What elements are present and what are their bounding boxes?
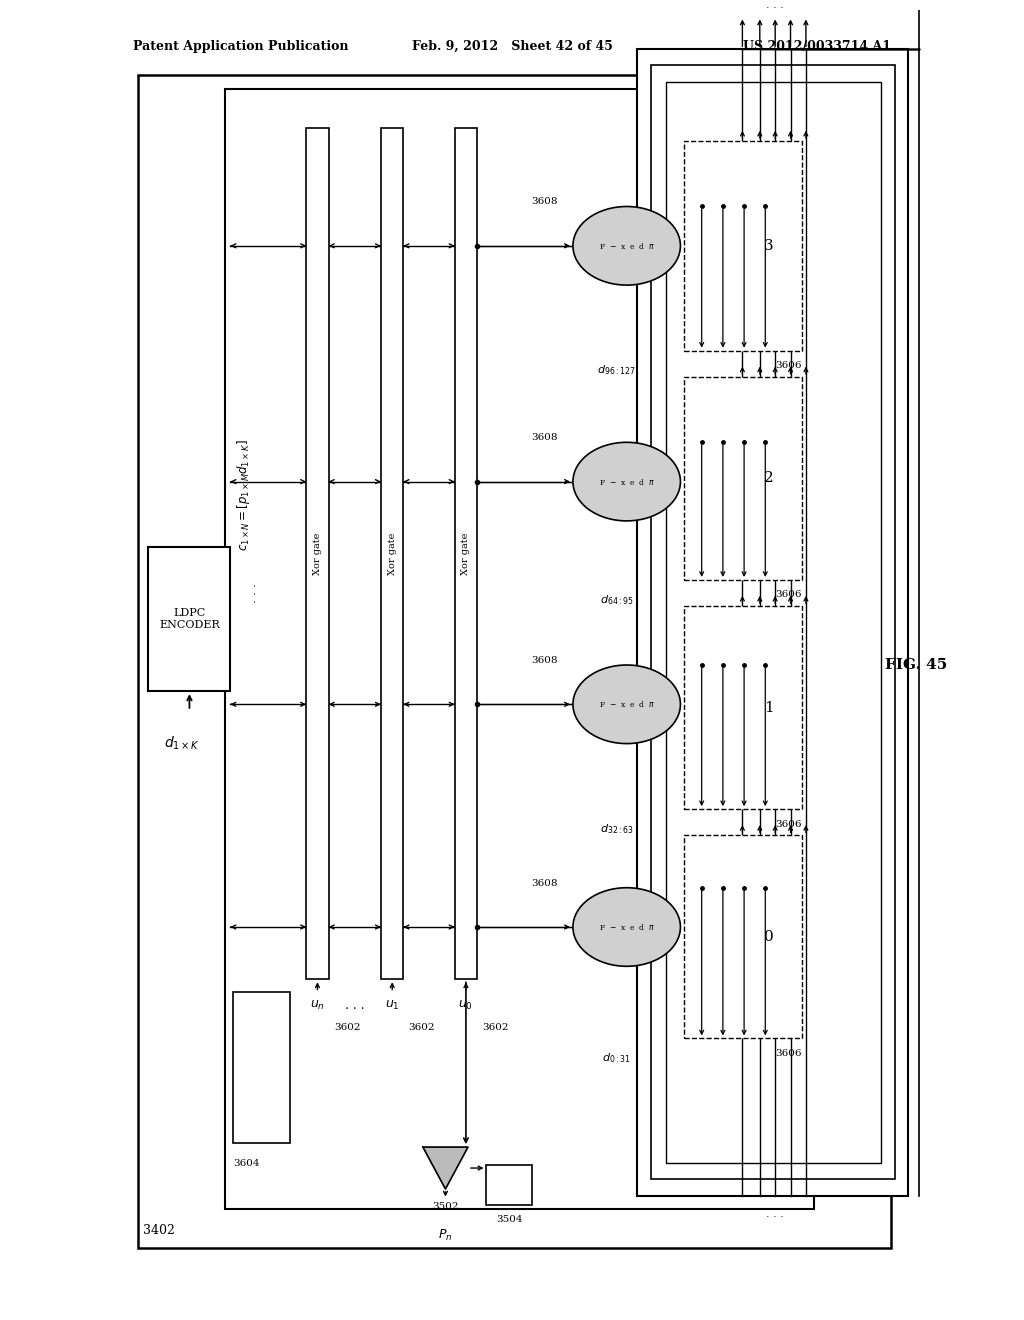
Text: 3504: 3504 — [497, 1216, 522, 1224]
Polygon shape — [423, 1147, 468, 1189]
Text: FIG. 45: FIG. 45 — [886, 657, 947, 672]
Bar — [225, 88, 814, 1209]
Text: 3608: 3608 — [531, 433, 557, 442]
Bar — [138, 75, 891, 1247]
Text: $c_{1 \times N} = [p_{1 \times M} d_{1 \times K}]$: $c_{1 \times N} = [p_{1 \times M} d_{1 \… — [236, 438, 252, 550]
Text: 3402: 3402 — [143, 1225, 175, 1237]
Text: · · ·: · · · — [250, 583, 262, 603]
Text: $u_n$: $u_n$ — [310, 999, 325, 1012]
Text: 3602: 3602 — [482, 1023, 509, 1032]
Text: 2: 2 — [764, 471, 774, 486]
Ellipse shape — [573, 442, 680, 521]
Text: $d_{96:127}$: $d_{96:127}$ — [597, 364, 636, 378]
Bar — [381, 128, 403, 979]
Text: 3606: 3606 — [775, 820, 802, 829]
Text: . . .: . . . — [766, 0, 784, 11]
Text: 3608: 3608 — [531, 656, 557, 665]
Bar — [455, 128, 477, 979]
Text: F  $-$  x  e  d  $\pi$: F $-$ x e d $\pi$ — [599, 700, 654, 709]
Text: Xor gate: Xor gate — [462, 532, 470, 574]
Text: 3602: 3602 — [334, 1023, 360, 1032]
Text: 3606: 3606 — [775, 590, 802, 599]
Text: F  $-$  x  e  d  $\pi$: F $-$ x e d $\pi$ — [599, 240, 654, 251]
Text: 3502: 3502 — [432, 1203, 459, 1212]
Text: 3602: 3602 — [409, 1023, 435, 1032]
Text: 3604: 3604 — [233, 1159, 260, 1168]
Text: 3606: 3606 — [775, 362, 802, 370]
Bar — [666, 82, 881, 1163]
Text: $d_{1 \times K}$: $d_{1 \times K}$ — [164, 735, 201, 752]
Text: $d_{64:95}$: $d_{64:95}$ — [599, 593, 634, 607]
Text: $u_0$: $u_0$ — [459, 999, 473, 1012]
Ellipse shape — [573, 206, 680, 285]
Text: LDPC
ENCODER: LDPC ENCODER — [159, 609, 220, 630]
Text: Xor gate: Xor gate — [313, 532, 322, 574]
Text: US 2012/0033714 A1: US 2012/0033714 A1 — [742, 40, 891, 53]
Bar — [684, 606, 802, 809]
Text: 3608: 3608 — [531, 198, 557, 206]
Text: . . .: . . . — [251, 1061, 272, 1074]
Bar — [684, 376, 802, 579]
Text: F  $-$  x  e  d  $\pi$: F $-$ x e d $\pi$ — [599, 921, 654, 932]
Text: 3606: 3606 — [775, 1049, 802, 1057]
Text: $u_1$: $u_1$ — [385, 999, 399, 1012]
Text: Patent Application Publication: Patent Application Publication — [133, 40, 348, 53]
Bar — [684, 836, 802, 1039]
Text: 3608: 3608 — [531, 879, 557, 887]
Text: . . .: . . . — [345, 999, 365, 1012]
Text: $d_{0:31}$: $d_{0:31}$ — [602, 1052, 631, 1065]
Bar — [651, 65, 895, 1179]
Bar — [306, 128, 329, 979]
Bar — [148, 546, 230, 692]
Ellipse shape — [573, 887, 680, 966]
Bar — [486, 1166, 532, 1205]
Text: $d_{32:63}$: $d_{32:63}$ — [599, 822, 634, 836]
Text: 0: 0 — [764, 929, 774, 944]
Text: 1: 1 — [764, 701, 774, 714]
Text: Feb. 9, 2012   Sheet 42 of 45: Feb. 9, 2012 Sheet 42 of 45 — [412, 40, 612, 53]
Text: Xor gate: Xor gate — [388, 532, 396, 574]
Bar — [637, 49, 908, 1196]
Text: F  $-$  x  e  d  $\pi$: F $-$ x e d $\pi$ — [599, 477, 654, 487]
Text: 3: 3 — [764, 239, 773, 253]
Text: $P_n$: $P_n$ — [438, 1229, 453, 1243]
Text: . . .: . . . — [766, 1209, 784, 1218]
Ellipse shape — [573, 665, 680, 743]
Bar — [233, 993, 290, 1143]
Bar — [684, 141, 802, 351]
